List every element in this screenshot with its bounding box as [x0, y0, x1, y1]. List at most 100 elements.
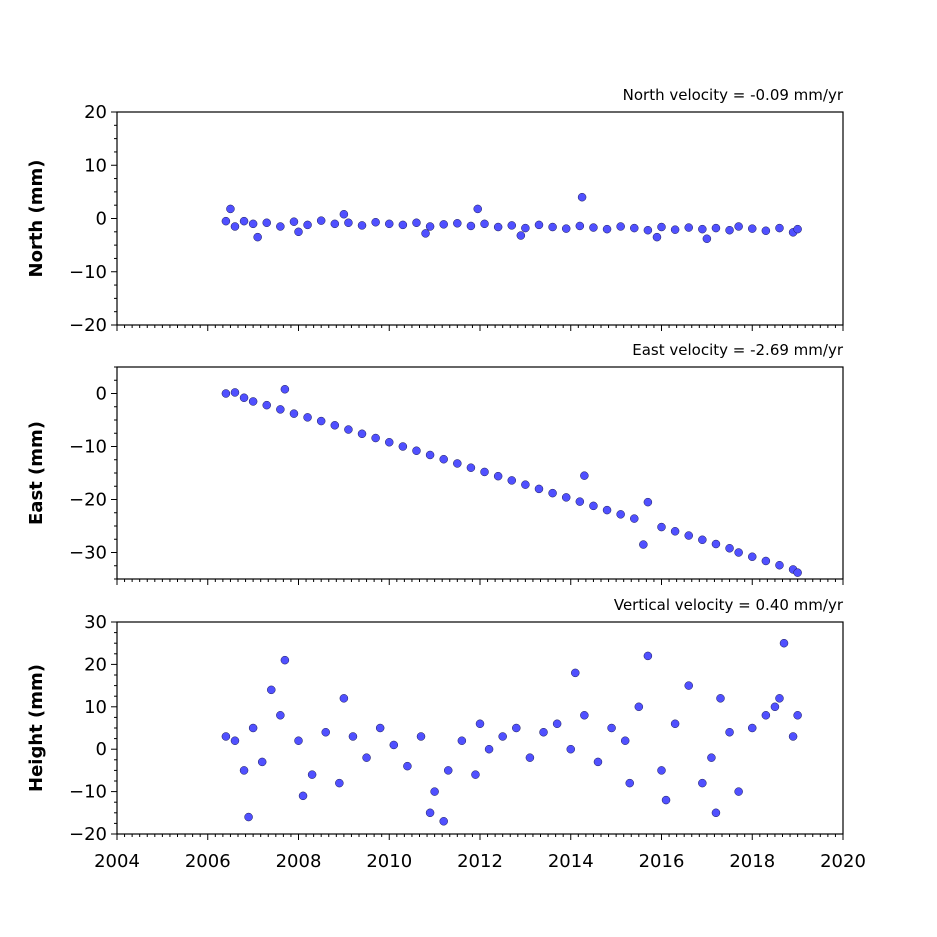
east-data-point — [684, 531, 693, 540]
north-data-point — [425, 222, 435, 231]
height-data-point — [670, 719, 680, 729]
height-ylabel: Height (mm) — [26, 664, 47, 792]
height-data-point — [471, 770, 480, 779]
north-data-point — [657, 222, 666, 232]
east-ylabel: East (mm) — [26, 421, 47, 525]
north-data-point — [507, 221, 517, 230]
height-data-point — [770, 702, 780, 712]
north-data-point — [516, 231, 526, 240]
height-data-point — [620, 736, 630, 745]
height-xtick-label: 2018 — [729, 851, 775, 872]
height-data-point — [375, 723, 385, 733]
height-ytick-label: 30 — [84, 612, 107, 633]
height-data-point — [443, 766, 453, 775]
north-data-point — [466, 221, 476, 231]
height-data-point — [239, 766, 249, 775]
north-data-point — [371, 217, 380, 227]
north-data-point — [339, 209, 349, 219]
north-ytick-label: 10 — [84, 155, 107, 176]
north-data-point — [294, 227, 303, 237]
height-data-point — [307, 770, 317, 779]
height-xtick-label: 2006 — [185, 851, 231, 872]
height-data-point — [416, 732, 426, 741]
east-data-point — [303, 413, 312, 422]
height-data-point — [525, 753, 535, 762]
height-data-point — [403, 761, 412, 771]
east-data-point — [602, 505, 612, 515]
height-data-point — [761, 711, 771, 720]
east-data-point — [711, 539, 721, 549]
east-ytick-label: −30 — [69, 543, 107, 564]
height-data-point — [661, 795, 671, 805]
north-ytick-label: −20 — [69, 315, 107, 336]
east-data-point — [230, 388, 240, 397]
east-data-point — [412, 446, 421, 455]
east-data-point — [344, 425, 353, 434]
north-data-point — [453, 219, 462, 228]
east-data-point — [639, 540, 648, 549]
north-data-point — [711, 223, 721, 233]
height-data-point — [657, 766, 666, 775]
east-data-point — [748, 552, 757, 561]
east-data-point — [725, 544, 734, 553]
height-data-point — [711, 808, 721, 818]
east-data-point — [775, 560, 784, 570]
north-data-point — [421, 229, 430, 238]
east-data-point — [534, 484, 544, 494]
height-data-point — [298, 791, 308, 801]
east-data-point — [493, 471, 503, 481]
height-data-point — [698, 778, 707, 788]
height-data-point — [552, 719, 562, 729]
height-data-point — [593, 757, 603, 767]
north-data-point — [630, 223, 639, 233]
east-data-point — [657, 522, 666, 532]
east-velocity-label: East velocity = -2.69 mm/yr — [632, 341, 844, 359]
north-data-point — [385, 219, 394, 229]
height-data-point — [793, 711, 802, 720]
north-data-point — [698, 224, 707, 234]
east-data-point — [262, 400, 271, 410]
east-data-point — [439, 454, 448, 464]
east-axes-frame — [116, 366, 844, 580]
north-ytick-label: 0 — [96, 209, 107, 230]
east-data-point — [630, 514, 639, 523]
height-data-point — [734, 787, 743, 796]
height-data-point — [335, 778, 344, 788]
north-data-point — [221, 216, 231, 226]
north-data-point — [561, 224, 571, 233]
height-data-point — [607, 723, 616, 733]
height-data-point — [498, 732, 507, 741]
height-data-point — [643, 651, 653, 661]
height-data-point — [280, 655, 290, 665]
east-data-point — [698, 535, 707, 545]
east-data-point — [548, 488, 557, 498]
height-data-point — [707, 753, 716, 762]
east-data-point — [221, 389, 231, 398]
height-data-point — [267, 685, 276, 695]
height-data-point — [457, 736, 467, 745]
north-data-point — [775, 223, 784, 233]
height-xtick-label: 2016 — [639, 851, 685, 872]
north-data-point — [262, 218, 271, 228]
east-data-point — [453, 459, 462, 468]
north-data-point — [575, 221, 585, 231]
north-ytick-label: −10 — [69, 262, 107, 283]
east-data-point — [521, 480, 530, 489]
east-data-point — [316, 416, 326, 426]
north-data-point — [521, 223, 530, 233]
height-ytick-label: 0 — [96, 739, 107, 760]
height-data-point — [788, 732, 798, 741]
height-data-point — [257, 757, 267, 767]
height-data-point — [634, 702, 644, 712]
north-data-point — [702, 234, 712, 243]
height-data-point — [321, 727, 330, 737]
north-data-point — [534, 220, 544, 230]
height-data-point — [294, 736, 303, 745]
east-data-point — [385, 438, 394, 447]
height-data-point — [439, 817, 448, 826]
height-xtick-label: 2014 — [548, 851, 594, 872]
north-data-point — [316, 216, 326, 225]
height-data-point — [484, 744, 494, 754]
height-ytick-label: 20 — [84, 654, 107, 675]
